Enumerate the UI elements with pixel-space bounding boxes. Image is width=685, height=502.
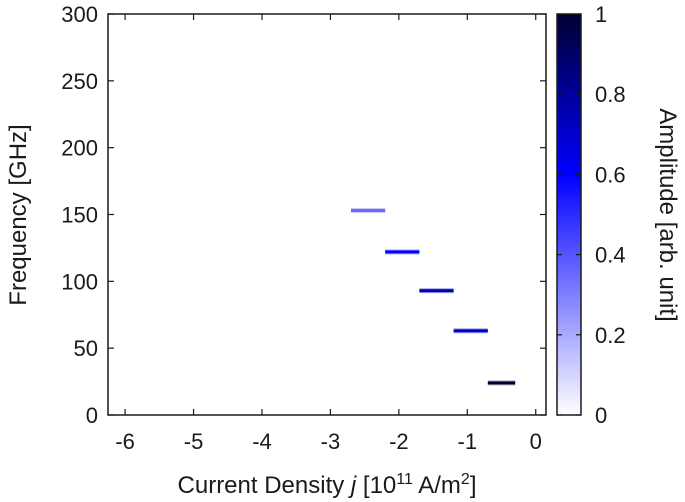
data-segment [453, 329, 488, 333]
data-segment [487, 381, 516, 385]
y-tick-label: 200 [61, 136, 98, 161]
y-tick-label: 150 [61, 203, 98, 228]
colorbar-gradient [556, 13, 582, 416]
colorbar: 0 0.2 0.4 0.6 0.8 1 [556, 2, 626, 428]
x-tick-label: -1 [458, 429, 478, 454]
x-axis-ticks: -6 -5 -4 -3 -2 -1 0 [115, 14, 542, 454]
colorbar-tick-label: 1 [595, 2, 607, 27]
y-axis-ticks: 0 50 100 150 200 250 300 [61, 2, 546, 428]
y-tick-label: 50 [74, 336, 98, 361]
data-segment [419, 289, 454, 293]
plot-area: -6 -5 -4 -3 -2 -1 0 0 50 100 150 200 250 300 [61, 2, 547, 454]
y-axis-title: Frequency [GHz] [5, 124, 32, 305]
colorbar-ticks: 0 0.2 0.4 0.6 0.8 1 [557, 2, 626, 428]
data-segment [385, 250, 420, 254]
colorbar-tick-label: 0.2 [595, 323, 626, 348]
x-tick-label: -2 [389, 429, 409, 454]
y-tick-label: 0 [86, 403, 98, 428]
colorbar-tick-label: 0.6 [595, 162, 626, 187]
x-tick-label: -4 [252, 429, 272, 454]
data-segment [350, 208, 386, 212]
x-tick-label: -6 [115, 429, 135, 454]
colorbar-tick-label: 0.8 [595, 82, 626, 107]
x-tick-label: -5 [184, 429, 204, 454]
y-tick-label: 100 [61, 269, 98, 294]
data-segments [350, 207, 516, 386]
plot-frame [107, 13, 547, 416]
y-tick-label: 300 [61, 2, 98, 27]
y-tick-label: 250 [61, 69, 98, 94]
colorbar-tick-label: 0.4 [595, 243, 626, 268]
x-axis-title: Current Density j [1011 A/m2] [178, 471, 477, 499]
x-tick-label: -3 [321, 429, 341, 454]
colorbar-tick-label: 0 [595, 403, 607, 428]
x-tick-label: 0 [530, 429, 542, 454]
colorbar-title: Amplitude [arb. unit] [654, 108, 681, 321]
